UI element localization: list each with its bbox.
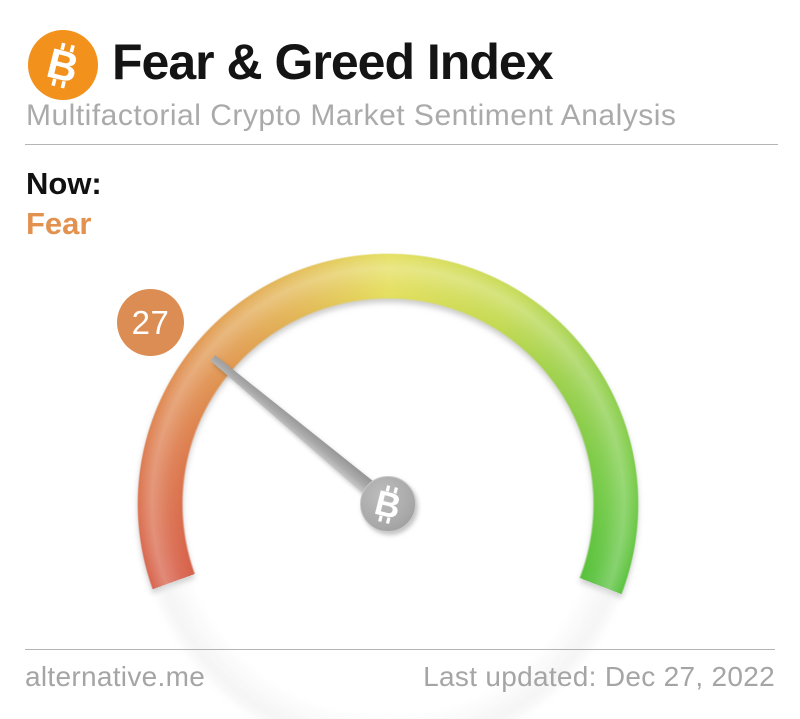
header-divider xyxy=(25,144,778,145)
bitcoin-icon: B xyxy=(28,30,98,100)
sentiment-classification: Fear xyxy=(26,206,92,241)
gauge-value-badge: 27 xyxy=(117,289,184,356)
footer-divider xyxy=(25,649,775,650)
gauge-value: 27 xyxy=(131,303,170,341)
last-updated: Last updated: Dec 27, 2022 xyxy=(423,661,775,692)
page-subtitle: Multifactorial Crypto Market Sentiment A… xyxy=(26,99,677,132)
now-label: Now: xyxy=(26,166,102,201)
site-link[interactable]: alternative.me xyxy=(25,661,206,692)
page-title: Fear & Greed Index xyxy=(112,34,553,90)
